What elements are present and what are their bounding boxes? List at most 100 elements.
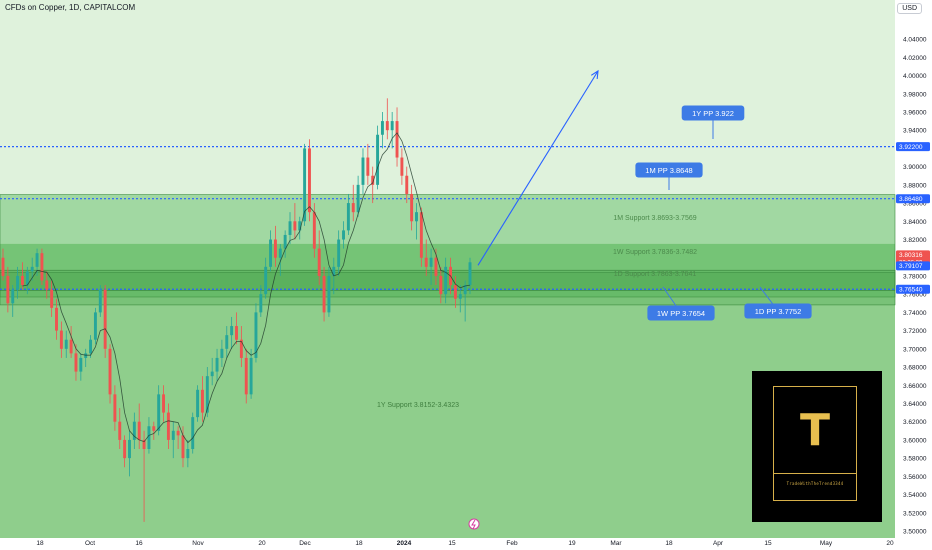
y-tick-label: 3.58000	[903, 456, 927, 463]
x-tick-label: 18	[665, 540, 673, 547]
logo-divider	[774, 473, 856, 474]
candle-body	[439, 275, 443, 295]
candle-body	[244, 357, 248, 395]
y-tick-label: 3.50000	[903, 529, 927, 536]
callout-1w-pp: 1W PP 3.7654	[647, 286, 715, 321]
price-tag-text: 3.79107	[899, 263, 923, 270]
x-tick-label: 15	[448, 540, 456, 547]
candle-body	[235, 326, 238, 340]
candle-body	[371, 175, 375, 185]
x-tick-label: 19	[568, 540, 576, 547]
y-tick-label: 3.84000	[903, 219, 927, 226]
candle-body	[317, 248, 321, 276]
axis-tag-bg	[896, 194, 930, 204]
candle-body	[312, 212, 316, 249]
y-tick-label: 3.72000	[903, 328, 927, 335]
candle-body	[30, 266, 34, 272]
y-tick-label: 3.76000	[903, 292, 927, 299]
candle-body	[269, 239, 273, 267]
candle-body	[176, 430, 180, 436]
y-tick-label: 3.70000	[903, 346, 927, 353]
candle-body	[361, 157, 365, 185]
candle-body	[103, 289, 107, 349]
candle-body	[225, 335, 229, 349]
logo-caption: TradeWithTheTrend3344	[786, 481, 844, 486]
candle-body	[200, 389, 204, 413]
y-tick-label: 4.02000	[903, 55, 927, 62]
x-tick-label: Mar	[610, 540, 622, 547]
candle-body	[20, 275, 24, 286]
callout-1y-pp-text: 1Y PP 3.922	[692, 109, 734, 118]
candle-body	[293, 221, 297, 231]
candle-body	[458, 294, 462, 299]
candle-body	[35, 253, 39, 267]
candle-body	[69, 339, 73, 354]
zone-label: 1D Support 3.7863-3.7641	[614, 271, 697, 278]
candle-body	[366, 157, 370, 176]
callout-1w-pp-bg	[647, 305, 715, 321]
time-axis-background	[0, 538, 895, 550]
candle-body	[249, 357, 253, 395]
y-tick-label: 3.86000	[903, 201, 927, 208]
support-zone-0	[0, 243, 895, 538]
candle-body	[84, 353, 88, 358]
candle-body	[351, 203, 355, 213]
candle-body	[273, 239, 277, 258]
candle-body	[220, 348, 224, 358]
currency-button[interactable]: USD	[897, 3, 922, 14]
candle-body	[434, 257, 438, 276]
candle-body	[137, 421, 141, 440]
projection-arrow-line	[477, 70, 599, 266]
candle-body	[210, 371, 214, 377]
candle-body	[259, 294, 263, 313]
candle-body	[171, 430, 175, 440]
candle-body	[113, 394, 117, 422]
candle-body	[385, 121, 389, 131]
candle-body	[405, 175, 409, 194]
callout-1w-pp-text: 1W PP 3.7654	[657, 309, 705, 318]
support-zone-3	[0, 269, 896, 291]
candle-body	[79, 357, 83, 372]
moving-average-line	[22, 132, 471, 444]
candle-body	[415, 212, 418, 222]
candle-body	[205, 376, 209, 413]
candle-body	[55, 307, 58, 331]
y-tick-label: 3.96000	[903, 109, 927, 116]
candle-body	[356, 184, 360, 213]
candle-body	[166, 412, 170, 440]
lightning-icon	[471, 519, 476, 530]
candle-body	[45, 280, 49, 290]
y-tick-label: 3.54000	[903, 492, 927, 499]
candle-body	[93, 312, 97, 340]
axis-tag-bg	[896, 284, 930, 294]
y-tick-label: 4.00000	[903, 73, 927, 80]
zone-label: 1W Support 3.7836-3.7482	[613, 249, 697, 256]
candle-body	[128, 439, 131, 459]
x-tick-label: 20	[886, 540, 894, 547]
x-tick-label: Oct	[85, 540, 95, 547]
candle-body	[429, 257, 433, 267]
y-tick-label: 4.04000	[903, 37, 927, 44]
y-tick-label: 3.82000	[903, 237, 927, 244]
support-zone-1	[0, 194, 896, 298]
x-tick-label: 2024	[397, 540, 412, 547]
candle-body	[142, 439, 146, 450]
candle-body	[444, 266, 448, 295]
x-tick-label: 16	[135, 540, 143, 547]
candle-body	[400, 157, 404, 176]
candle-body	[264, 266, 268, 295]
y-tick-label: 3.98000	[903, 91, 927, 98]
x-tick-label: Apr	[713, 540, 724, 547]
candle-body	[239, 339, 243, 358]
candle-body	[254, 312, 258, 358]
candle-body	[230, 326, 234, 336]
y-tick-label: 3.78000	[903, 273, 927, 280]
callout-1d-pp-bg	[744, 303, 812, 319]
candle-body	[181, 435, 185, 459]
candle-body	[468, 262, 472, 286]
candle-body	[118, 421, 122, 440]
y-tick-label: 3.94000	[903, 128, 927, 135]
price-axis-background	[895, 0, 932, 550]
logo-frame: T TradeWithTheTrend3344	[773, 386, 857, 501]
